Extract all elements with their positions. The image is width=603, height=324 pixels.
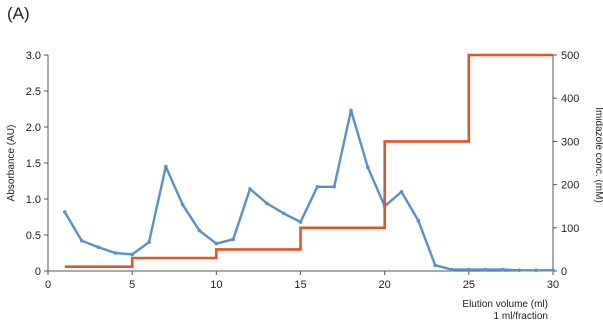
panel-label: (A) [7,4,30,23]
y-right-axis-title: Imidazole conc. (mM) [593,107,603,203]
y-right-tick-label: 400 [561,93,579,105]
y-right-tick-label: 0 [561,266,567,278]
y-left-axis-title: Absorbance (AU) [6,125,17,202]
absorbance-point [315,184,320,189]
absorbance-point [450,267,454,272]
x-tick-label: 30 [547,279,559,291]
y-left-tick-label: 2.0 [26,122,41,134]
absorbance-line [63,109,553,272]
y-left-tick-label: 2.5 [26,86,41,98]
absorbance-point [500,267,505,272]
absorbance-point [265,201,269,206]
absorbance-point [433,263,437,268]
absorbance-point [113,251,118,255]
x-tick-label: 15 [294,279,306,291]
absorbance-point [483,267,488,272]
absorbance-point [534,268,538,273]
x-tick-label: 25 [463,279,475,291]
y-right-tick-label: 200 [561,180,579,192]
y-right-tick-label: 300 [561,136,579,148]
absorbance-point [551,268,555,273]
absorbance-point [130,252,134,257]
x-axis-title: Elution volume (ml) [462,299,548,310]
absorbance-point [281,211,286,216]
y-left-tick-label: 0 [35,266,41,278]
absorbance-point [180,202,185,207]
absorbance-point [298,220,303,224]
absorbance-point [231,237,235,242]
y-left-tick-label: 0.5 [26,230,41,242]
absorbance-point [248,187,252,191]
absorbance-point [467,267,471,272]
absorbance-point [147,240,151,244]
absorbance-point [517,268,522,273]
absorbance-point [197,228,202,233]
x-tick-label: 0 [45,279,51,291]
y-right-tick-label: 100 [561,223,579,235]
absorbance-point [164,164,168,169]
absorbance-point [399,190,404,194]
absorbance-point [79,238,84,243]
absorbance-point [63,210,67,214]
absorbance-point [332,184,336,189]
y-right-tick-label: 500 [561,50,579,62]
y-left-tick-label: 1.0 [26,194,41,206]
x-tick-label: 5 [129,279,135,291]
absorbance-point [416,218,421,223]
absorbance-point [96,245,101,250]
absorbance-point [366,165,370,170]
absorbance-point [349,108,353,113]
absorbance-point [214,241,219,246]
y-left-tick-label: 3.0 [26,50,41,62]
x-axis-subtitle: 1 ml/fraction [494,311,548,322]
x-tick-label: 20 [379,279,391,291]
x-tick-label: 10 [210,279,222,291]
y-left-tick-label: 1.5 [26,158,41,170]
imidazole-step-line [64,53,553,269]
